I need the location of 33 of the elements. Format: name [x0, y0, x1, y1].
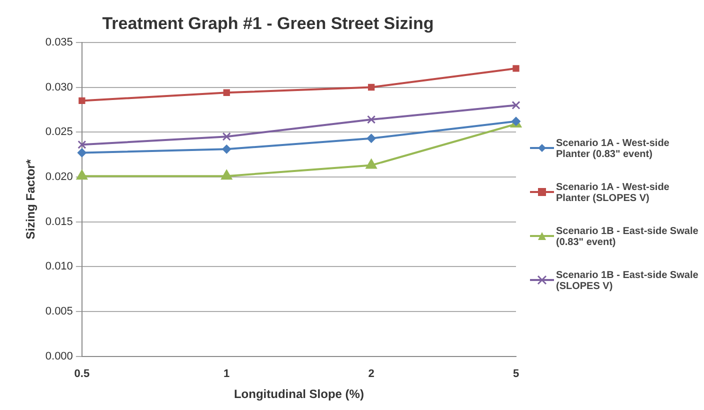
- point: [512, 100, 520, 110]
- point: [78, 140, 86, 149]
- legend-label: Scenario 1B - East-side Swale (SLOPES V): [556, 270, 700, 292]
- legend-label: Scenario 1B - East-side Swale (0.83" event): [556, 226, 700, 248]
- point: [77, 148, 86, 158]
- point: [367, 115, 376, 124]
- x-tick-label: 1: [224, 368, 230, 380]
- y-tick-label: 0.005: [45, 306, 73, 318]
- y-tick-label: 0.010: [45, 260, 73, 273]
- y-tick-label: 0.025: [45, 126, 73, 138]
- x-tick-label: 0.5: [74, 368, 90, 380]
- point: [368, 84, 375, 91]
- y-tick-label: 0.000: [45, 350, 73, 362]
- point: [366, 158, 378, 169]
- y-tick-label: 0.015: [45, 216, 73, 228]
- point: [366, 134, 376, 143]
- y-tick-label: 0.035: [45, 36, 73, 48]
- point: [78, 97, 86, 104]
- point: [76, 170, 88, 180]
- y-axis-title: Sizing Factor*: [24, 159, 38, 240]
- chart-title: Treatment Graph #1 - Green Street Sizing: [102, 14, 434, 33]
- point: [222, 132, 231, 141]
- x-tick-label: 5: [512, 368, 520, 380]
- point: [512, 65, 520, 72]
- y-tick-label: 0.020: [45, 171, 73, 184]
- legend-label: Scenario 1A - West-side Planter (0.83" event): [556, 138, 670, 160]
- point: [220, 170, 232, 180]
- legend-label: Scenario 1A - West-side Planter (SLOPES V): [556, 182, 670, 204]
- point: [223, 89, 230, 96]
- x-tick-label: 2: [368, 368, 374, 380]
- y-tick-label: 0.030: [45, 81, 73, 94]
- point: [222, 144, 232, 154]
- x-axis-title: Longitudinal Slope (%): [234, 387, 364, 402]
